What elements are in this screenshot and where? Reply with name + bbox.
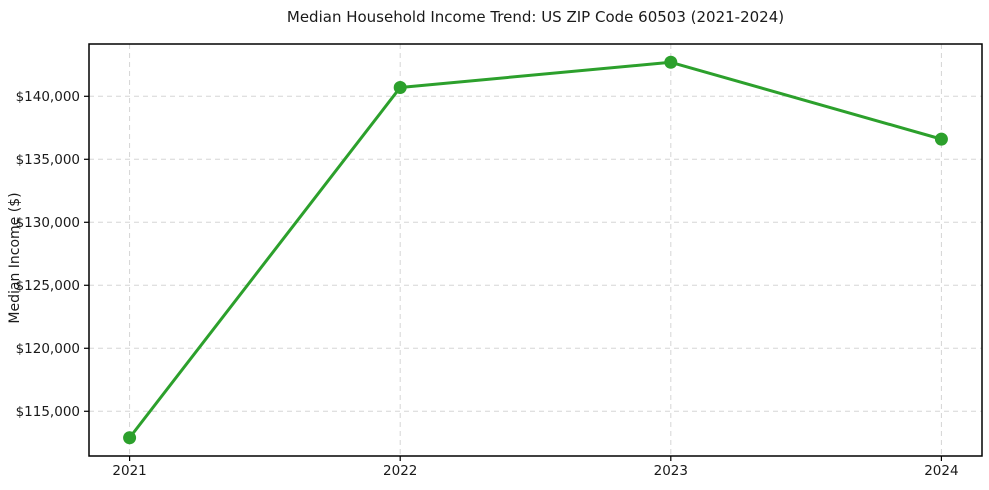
y-tick-label: $135,000: [16, 152, 80, 168]
y-tick-label: $130,000: [16, 215, 80, 231]
chart-title: Median Household Income Trend: US ZIP Co…: [286, 8, 785, 26]
y-tick-label: $120,000: [16, 341, 80, 357]
x-tick-label: 2024: [924, 463, 958, 479]
plot-border: [88, 43, 983, 457]
data-point-2021: [123, 431, 137, 445]
x-tick-label: 2023: [654, 463, 688, 479]
x-tick-label: 2022: [383, 463, 417, 479]
data-point-2023: [664, 55, 678, 69]
x-tick-label: 2021: [112, 463, 146, 479]
y-tick-label: $115,000: [16, 404, 80, 420]
y-axis-label: Median Income ($): [7, 192, 23, 324]
trend-line: [128, 60, 943, 440]
data-point-2022: [393, 80, 407, 94]
data-point-2024: [934, 132, 948, 146]
y-tick-label: $140,000: [16, 89, 80, 105]
y-tick-label: $125,000: [16, 278, 80, 294]
